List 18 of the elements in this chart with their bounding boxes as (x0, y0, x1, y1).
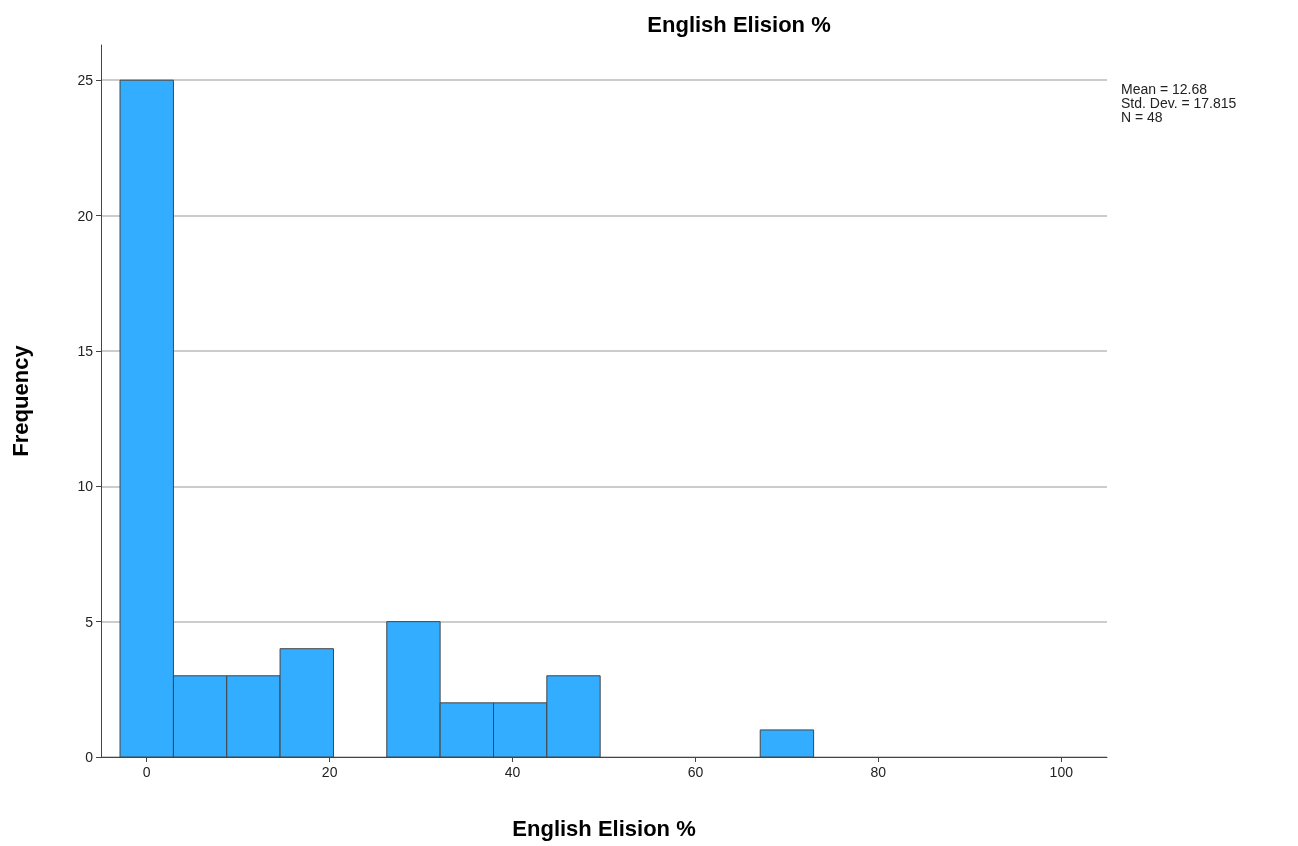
x-tick-label: 40 (504, 764, 521, 780)
x-tick-label: 0 (142, 764, 151, 780)
text: Mean = 12.68 (1121, 81, 1208, 97)
y-tick-label: 10 (77, 478, 94, 495)
x-tick-label: 20 (321, 764, 338, 780)
x-tick-label: 60 (687, 764, 704, 780)
x-tick-label: 80 (870, 764, 887, 780)
y-axis-title: Frequency (7, 344, 33, 457)
y-tick-label: 15 (77, 342, 94, 359)
x-axis-title: English Elision % (512, 815, 696, 841)
x-tick-label: 100 (1049, 764, 1074, 780)
y-tick-label: 20 (77, 207, 94, 224)
text: Std. Dev. = 17.815 (1121, 95, 1237, 111)
chart-title: English Elision % (647, 11, 831, 37)
y-tick-label: 25 (77, 72, 94, 89)
text: N = 48 (1121, 109, 1163, 125)
y-tick-label: 5 (85, 613, 94, 630)
y-tick-label: 0 (85, 749, 94, 765)
